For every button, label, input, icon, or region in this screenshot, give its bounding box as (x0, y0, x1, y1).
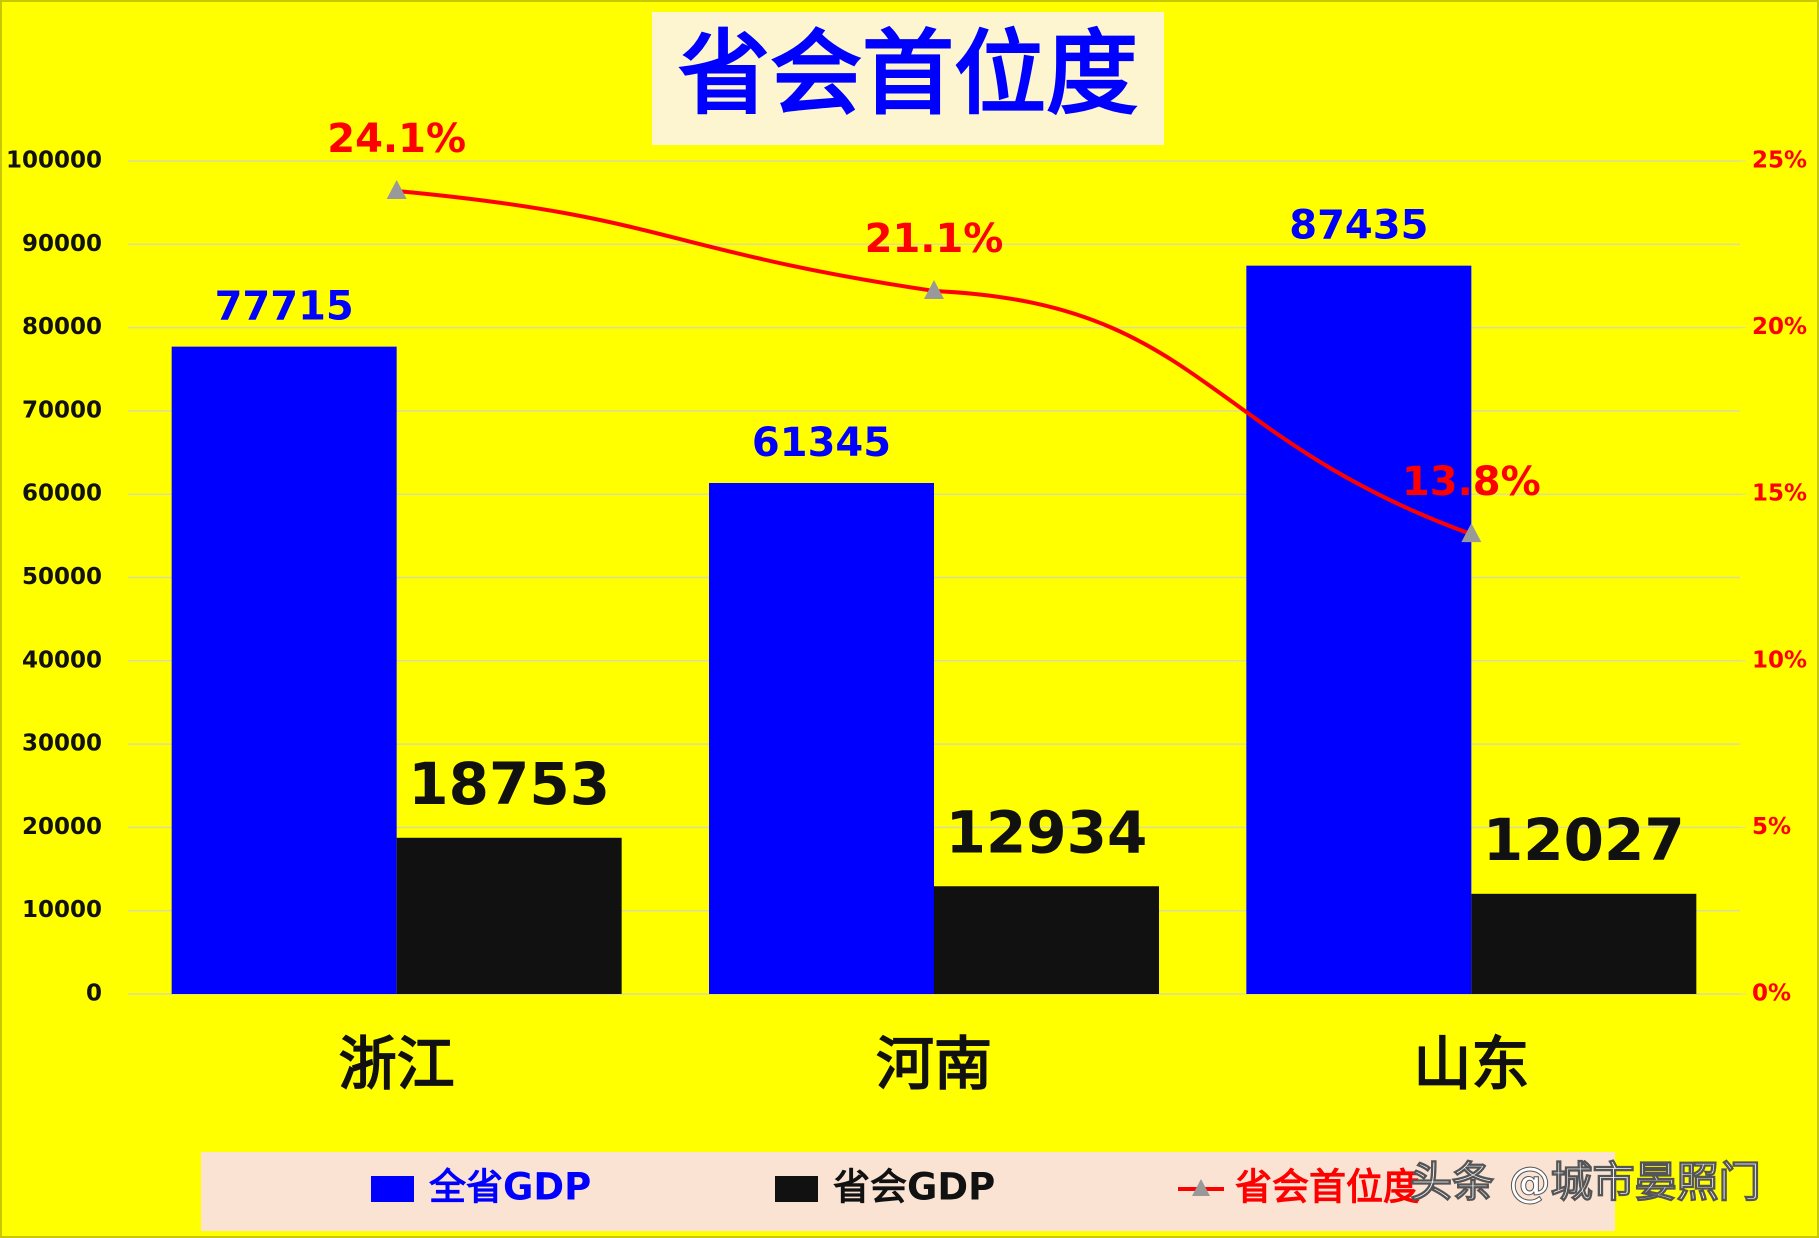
legend-marker (1192, 1179, 1210, 1196)
watermark: 头条 @城市晏照门 (1410, 1158, 1761, 1207)
legend-box (201, 1152, 1615, 1231)
y-tick-label: 70000 (22, 397, 102, 423)
title-box (652, 12, 1164, 145)
legend-label: 省会首位度 (1235, 1166, 1420, 1209)
y2-tick-label: 15% (1752, 481, 1807, 507)
x-tick-label: 河南 (876, 1030, 992, 1098)
bar (1246, 265, 1472, 994)
data-label: 18753 (408, 750, 610, 818)
data-label: 87435 (1289, 203, 1428, 249)
data-label: 24.1% (327, 116, 466, 162)
y-tick-label: 20000 (22, 814, 102, 840)
data-label: 21.1% (865, 216, 1004, 262)
x-tick-label: 山东 (1413, 1030, 1529, 1098)
data-label: 61345 (752, 420, 891, 466)
legend-label: 省会GDP (833, 1166, 995, 1209)
bar (934, 886, 1159, 994)
y2-tick-label: 25% (1752, 148, 1807, 174)
y-tick-label: 30000 (22, 731, 102, 757)
bar (171, 346, 397, 995)
y-tick-label: 80000 (22, 314, 102, 340)
data-label: 12027 (1483, 806, 1685, 874)
chart-title: 省会首位度 (678, 20, 1138, 127)
bar (396, 837, 622, 994)
y2-tick-label: 5% (1752, 814, 1791, 840)
y2-tick-label: 0% (1752, 981, 1791, 1007)
y-tick-label: 0 (86, 981, 102, 1007)
y2-tick-label: 10% (1752, 647, 1807, 673)
line-marker (1461, 523, 1482, 543)
y-tick-label: 60000 (22, 481, 102, 507)
data-label: 12934 (946, 798, 1148, 866)
data-label: 13.8% (1402, 459, 1541, 505)
y-tick-label: 40000 (22, 647, 102, 673)
data-label: 77715 (215, 284, 354, 330)
line-marker (924, 279, 944, 299)
legend-swatch (775, 1176, 818, 1202)
x-tick-label: 浙江 (339, 1030, 455, 1098)
bar (1471, 893, 1697, 994)
y-tick-label: 50000 (22, 564, 102, 590)
y-tick-label: 90000 (22, 231, 102, 257)
y-tick-label: 10000 (22, 897, 102, 923)
legend-swatch (371, 1176, 414, 1202)
bar (709, 482, 934, 994)
y2-tick-label: 20% (1752, 314, 1807, 340)
line-marker (386, 179, 407, 199)
legend-label: 全省GDP (428, 1166, 591, 1209)
y-tick-label: 100000 (6, 148, 102, 174)
